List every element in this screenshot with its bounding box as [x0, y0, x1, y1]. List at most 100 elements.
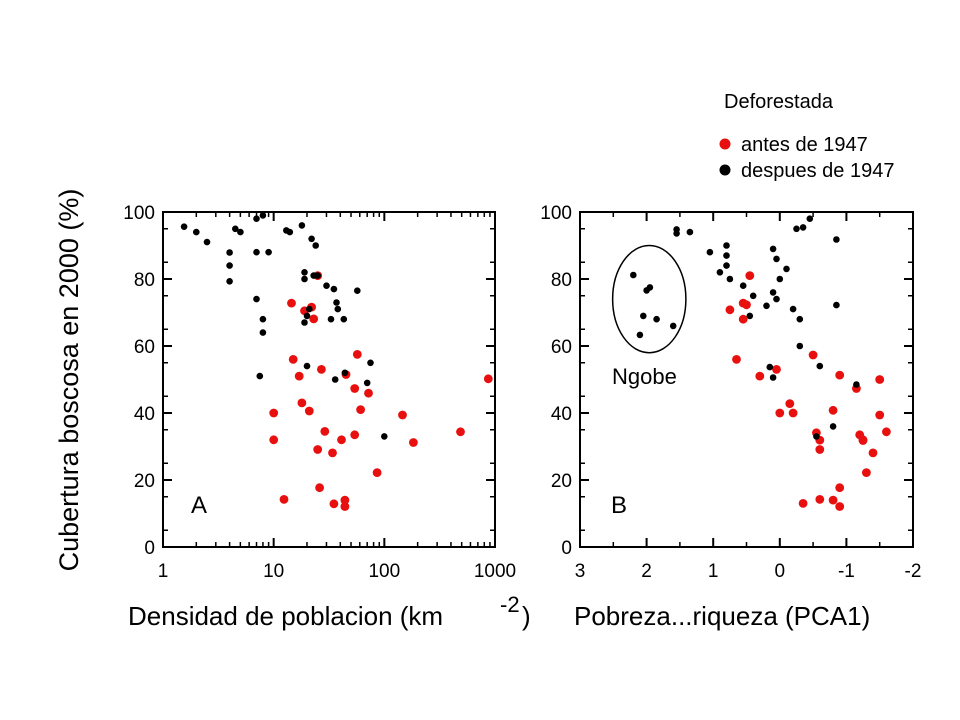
data-point-before-1947 — [350, 430, 360, 440]
ngobe-label: Ngobe — [612, 364, 677, 389]
data-point-after-1947 — [180, 223, 188, 230]
data-point-before-1947 — [356, 405, 365, 414]
data-point-before-1947 — [868, 448, 878, 458]
data-point-after-1947 — [303, 362, 311, 370]
data-point-after-1947 — [301, 269, 308, 276]
data-point-before-1947 — [340, 502, 350, 511]
data-point-before-1947 — [775, 408, 785, 418]
data-point-after-1947 — [746, 312, 754, 320]
data-point-after-1947 — [763, 302, 770, 310]
data-point-after-1947 — [306, 305, 313, 313]
data-point-after-1947 — [333, 299, 340, 306]
data-point-after-1947 — [253, 295, 260, 303]
data-point-after-1947 — [833, 301, 840, 309]
data-point-before-1947 — [315, 483, 324, 493]
data-point-before-1947 — [745, 271, 755, 280]
ngobe-ellipse — [611, 244, 687, 354]
panel-b-ticks — [579, 211, 914, 548]
data-point-after-1947 — [381, 433, 388, 440]
data-point-after-1947 — [203, 238, 211, 246]
data-point-before-1947 — [742, 300, 751, 310]
legend-label-before: antes de 1947 — [741, 134, 868, 156]
data-point-before-1947 — [835, 483, 845, 493]
data-point-before-1947 — [287, 298, 296, 308]
data-point-after-1947 — [226, 262, 233, 269]
data-point-before-1947 — [328, 448, 337, 458]
data-point-after-1947 — [669, 322, 677, 330]
data-point-after-1947 — [739, 282, 747, 290]
y-axis-label: Cubertura boscosa en 2000 (%) — [54, 189, 84, 572]
data-point-after-1947 — [314, 272, 322, 279]
data-point-before-1947 — [772, 365, 781, 374]
x-tick-label: 1000 — [474, 561, 516, 582]
data-point-after-1947 — [367, 359, 374, 367]
data-point-after-1947 — [783, 265, 790, 273]
data-point-after-1947 — [298, 222, 306, 229]
panel-b-x-tick-labels: 3 2 1 0 -1 -2 — [575, 561, 922, 582]
data-point-after-1947 — [286, 228, 294, 236]
data-point-after-1947 — [723, 252, 730, 259]
data-point-after-1947 — [341, 369, 349, 377]
data-point-after-1947 — [773, 295, 780, 303]
data-point-after-1947 — [630, 271, 637, 279]
data-point-before-1947 — [815, 445, 825, 454]
y-tick-label: 100 — [540, 203, 572, 224]
data-point-after-1947 — [766, 363, 774, 371]
data-point-before-1947 — [409, 438, 418, 447]
data-point-before-1947 — [350, 384, 360, 393]
data-point-after-1947 — [726, 275, 734, 283]
data-point-before-1947 — [398, 410, 407, 420]
data-point-after-1947 — [330, 285, 338, 293]
legend-marker-before — [719, 138, 731, 150]
x-tick-label: 2 — [641, 561, 652, 582]
x-tick-label: 3 — [575, 561, 586, 582]
data-point-after-1947 — [193, 228, 200, 236]
data-point-before-1947 — [269, 435, 279, 445]
panel-a: 0 20 40 60 80 100 1 10 100 1000 A Densidad de po… — [123, 203, 530, 631]
data-point-before-1947 — [313, 445, 323, 454]
legend: Deforestada antes de 1947 despues de 194… — [719, 91, 894, 182]
x-tick-label: -2 — [905, 561, 922, 582]
data-point-after-1947 — [716, 269, 724, 276]
data-point-after-1947 — [653, 315, 660, 323]
data-point-after-1947 — [354, 287, 361, 295]
data-point-after-1947 — [259, 212, 267, 219]
panel-a-x-axis-label: Densidad de poblacion (km — [128, 601, 443, 631]
data-point-after-1947 — [237, 228, 244, 236]
data-point-before-1947 — [304, 406, 314, 416]
data-point-before-1947 — [808, 350, 818, 360]
data-point-after-1947 — [799, 224, 807, 231]
data-point-before-1947 — [329, 499, 339, 509]
data-point-before-1947 — [788, 408, 798, 418]
data-point-after-1947 — [331, 376, 339, 383]
y-tick-label: 40 — [551, 404, 572, 425]
data-point-after-1947 — [853, 381, 860, 388]
data-point-after-1947 — [303, 312, 311, 320]
data-point-after-1947 — [327, 315, 335, 323]
data-point-after-1947 — [789, 305, 797, 313]
panel-b-points — [630, 215, 891, 511]
legend-title: Deforestada — [724, 91, 834, 113]
data-point-after-1947 — [673, 230, 680, 237]
panel-a-ticks — [162, 211, 496, 548]
data-point-before-1947 — [317, 365, 326, 374]
panel-a-x-axis-label-superscript: -2 — [500, 592, 520, 617]
data-point-after-1947 — [323, 282, 330, 290]
data-point-before-1947 — [364, 388, 373, 398]
panel-a-points — [180, 212, 493, 511]
data-point-after-1947 — [308, 235, 315, 243]
data-point-before-1947 — [882, 427, 891, 437]
data-point-after-1947 — [833, 236, 840, 243]
data-point-after-1947 — [253, 215, 260, 222]
data-point-after-1947 — [232, 225, 239, 233]
data-point-before-1947 — [835, 502, 845, 511]
data-point-after-1947 — [796, 315, 804, 323]
data-point-before-1947 — [828, 405, 838, 415]
panel-a-label: A — [191, 492, 207, 519]
data-point-before-1947 — [798, 499, 808, 508]
x-tick-label: 0 — [775, 561, 786, 582]
data-point-after-1947 — [773, 255, 780, 263]
panel-a-y-tick-labels: 0 20 40 60 80 100 — [123, 203, 155, 559]
data-point-after-1947 — [769, 374, 777, 381]
data-point-after-1947 — [259, 315, 267, 323]
